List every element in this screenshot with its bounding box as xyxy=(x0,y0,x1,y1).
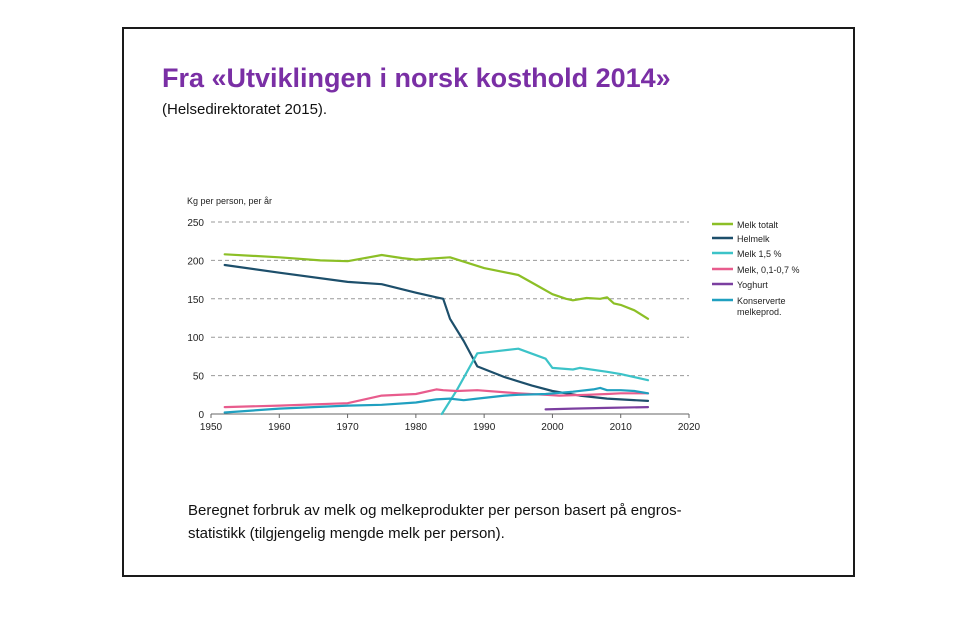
y-tick-label: 150 xyxy=(187,295,204,306)
legend-label-3: Melk, 0,1-0,7 % xyxy=(737,265,800,275)
x-tick-label: 2000 xyxy=(541,422,564,433)
series-line-0 xyxy=(223,253,650,320)
slide: Fra «Utviklingen i norsk kosthold 2014» … xyxy=(122,27,855,577)
y-axis-label: Kg per person, per år xyxy=(187,196,272,206)
y-tick-label: 250 xyxy=(187,218,204,229)
legend-label-1: Helmelk xyxy=(737,234,770,244)
legend-label-2: Melk 1,5 % xyxy=(737,249,782,259)
series-line-4 xyxy=(544,406,650,411)
legend-label-5: melkeprod. xyxy=(737,307,782,317)
legend-label-0: Melk totalt xyxy=(737,220,779,230)
slide-subtitle: (Helsedirektoratet 2015). xyxy=(162,101,328,118)
series-line-5 xyxy=(223,386,650,414)
y-tick-label: 100 xyxy=(187,333,204,344)
x-tick-label: 1960 xyxy=(268,422,291,433)
legend-label-4: Yoghurt xyxy=(737,280,768,290)
slide-title: Fra «Utviklingen i norsk kosthold 2014» xyxy=(162,63,671,93)
caption-line-2: statistikk (tilgjengelig mengde melk per… xyxy=(188,525,505,542)
x-tick-label: 2020 xyxy=(678,422,701,433)
chart-caption: Beregnet forbruk av melk og melkeprodukt… xyxy=(188,499,788,545)
series-line-2 xyxy=(440,347,650,416)
series-line-3 xyxy=(223,388,650,409)
caption-line-1: Beregnet forbruk av melk og melkeprodukt… xyxy=(188,502,682,519)
y-tick-label: 200 xyxy=(187,256,204,267)
x-tick-label: 1980 xyxy=(405,422,428,433)
y-tick-label: 50 xyxy=(193,372,205,383)
x-tick-label: 1970 xyxy=(336,422,359,433)
legend-label-5: Konserverte xyxy=(737,296,786,306)
series-line-1 xyxy=(223,263,650,402)
y-tick-label: 0 xyxy=(198,410,204,421)
x-tick-label: 1990 xyxy=(473,422,496,433)
x-tick-label: 1950 xyxy=(200,422,223,433)
x-tick-label: 2010 xyxy=(610,422,633,433)
